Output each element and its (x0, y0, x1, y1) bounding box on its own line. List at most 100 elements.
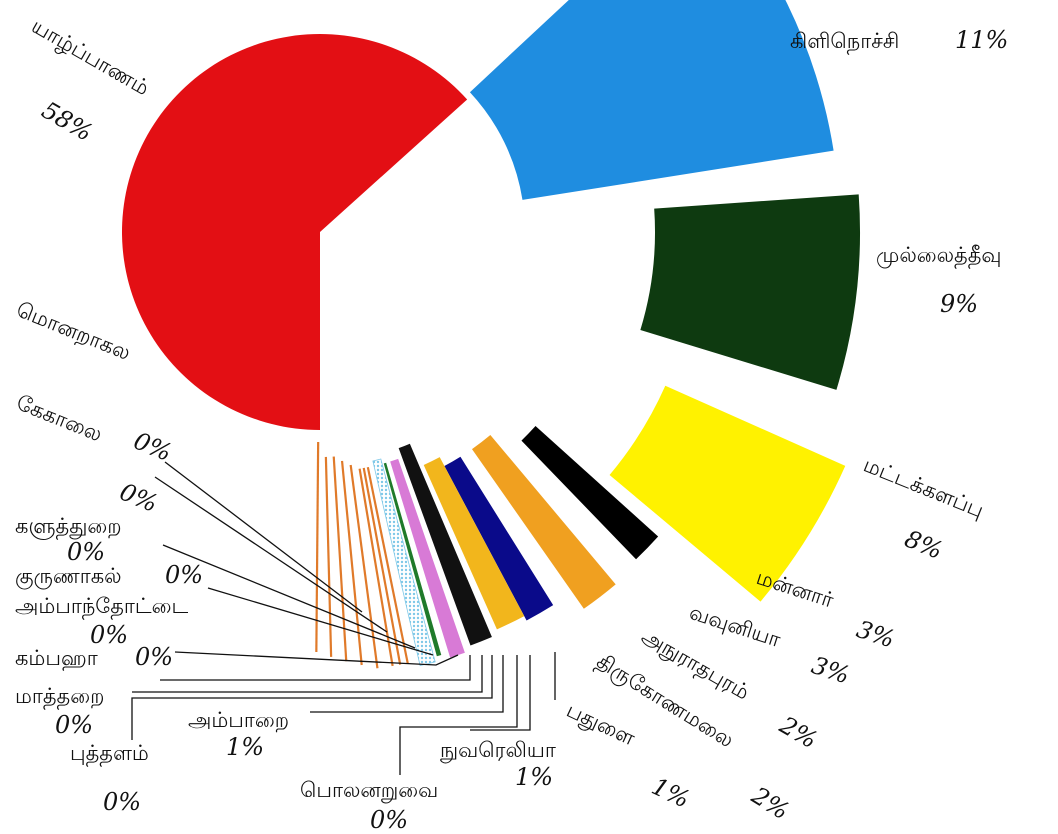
slice-17-percent-label: 0% (165, 561, 203, 589)
slice-8-wedge (423, 457, 525, 630)
slice-12-name-label: அம்பாறை (188, 708, 289, 732)
slice-2-percent-label: 11% (955, 26, 1008, 54)
slice-13-percent-group: 0% (103, 788, 141, 816)
slice-7-wedge (444, 456, 554, 621)
slice-6-wedge (471, 435, 616, 609)
slice-9-wedge (398, 443, 492, 646)
slice-3-percent-label: 9% (940, 290, 978, 318)
slice-6-percent-label: 3% (808, 651, 853, 689)
slice-20-wedge (315, 441, 320, 652)
slice-8-percent-label: 2% (746, 781, 794, 825)
slice-13-wedge (366, 466, 409, 664)
slice-6-name-label: வவுனியா (686, 600, 783, 652)
slice-16-percent-label: 0% (90, 621, 128, 649)
slice-3-label-group: முல்லைத்தீவு (876, 243, 1002, 269)
slice-9-percent-group: 1% (647, 772, 693, 813)
slice-14-leader-line (132, 655, 483, 693)
slice-11-wedge (383, 462, 442, 657)
slice-4-wedge (609, 385, 846, 602)
slice-1-percent-label: 58% (37, 96, 97, 147)
slice-12-leader-line (310, 655, 504, 713)
slice-9-name-label: பதுளை (562, 698, 638, 751)
slice-4-name-label: மட்டக்களப்பு (860, 452, 987, 522)
slice-9-percent-label: 1% (647, 772, 693, 813)
slice-20-name-label: மொனறாகல (13, 297, 134, 364)
slice-4-percent-label: 8% (901, 525, 947, 565)
slice-11-percent-group: 0% (370, 806, 408, 834)
slice-17-percent-group: 0% (165, 561, 203, 589)
slice-15-percent-group: 0% (135, 643, 173, 671)
slice-10-percent-label: 1% (515, 763, 553, 791)
slice-3-percent-group: 9% (940, 290, 978, 318)
slice-18-name-label: களுத்துறை (15, 514, 122, 540)
slice-2-name-label: கிளிநொச்சி (790, 29, 899, 55)
slice-14-label-group: மாத்தறை (15, 684, 104, 710)
slice-17-label-group: குருணாகல் (15, 564, 122, 589)
slice-4-label-group: மட்டக்களப்பு (860, 452, 987, 522)
slice-4-percent-group: 8% (901, 525, 947, 565)
slice-20-percent-label: 0% (130, 427, 176, 467)
slice-13-label-group: புத்தளம் (70, 741, 149, 767)
slice-19-name-label: கேகாலை (13, 390, 105, 446)
slice-2-percent-group: 11% (955, 26, 1008, 54)
slice-11-percent-label: 0% (370, 806, 408, 834)
slice-17-leader-line (207, 587, 434, 656)
slice-15-label-group: கம்பஹா (15, 646, 98, 671)
slice-6-percent-group: 3% (808, 651, 853, 689)
slice-1-label-group: யாழ்ப்பாணம் (27, 14, 154, 102)
slice-18-leader-line (162, 544, 416, 649)
slice-5-percent-label: 3% (853, 615, 898, 653)
slice-20-label-group: மொனறாகல (13, 297, 134, 364)
slice-6-label-group: வவுனியா (686, 600, 783, 652)
slice-20-percent-group: 0% (130, 427, 176, 467)
slice-13-leader-line (131, 655, 493, 740)
slice-13-percent-label: 0% (103, 788, 141, 816)
slice-9-label-group: பதுளை (562, 698, 638, 751)
slice-16-label-group: அம்பாந்தோட்டை (15, 594, 188, 620)
slice-17-wedge (340, 460, 363, 666)
slice-16-percent-group: 0% (90, 621, 128, 649)
slice-2-wedge (469, 0, 834, 200)
slice-10-wedge (390, 458, 465, 658)
slices-layer (121, 0, 860, 669)
slice-14-wedge (362, 467, 402, 665)
slice-12-percent-group: 1% (226, 733, 264, 761)
slice-1-name-label: யாழ்ப்பாணம் (27, 14, 154, 102)
slice-20-leader-line (164, 461, 363, 613)
slice-15-percent-label: 0% (135, 643, 173, 671)
slice-16-name-label: அம்பாந்தோட்டை (15, 594, 188, 620)
slice-19-label-group: கேகாலை (13, 390, 105, 446)
slice-18-label-group: களுத்துறை (15, 514, 122, 540)
slice-3-wedge (640, 194, 860, 390)
leaders-layer (131, 461, 556, 775)
slice-19-percent-group: 0% (116, 478, 162, 518)
slice-14-percent-group: 0% (55, 711, 93, 739)
slice-10-leader-line (470, 655, 531, 731)
slice-19-leader-line (154, 476, 388, 633)
slice-11-name-label: பொலனறுவை (300, 778, 438, 803)
slice-10-percent-group: 1% (515, 763, 553, 791)
slice-18-percent-label: 0% (67, 538, 105, 566)
slice-12-label-group: அம்பாறை (188, 708, 289, 732)
slice-11-label-group: பொலனறுவை (300, 778, 438, 803)
slice-16-leader-line (174, 651, 459, 666)
slice-8-percent-group: 2% (746, 781, 794, 825)
slice-19-percent-label: 0% (116, 478, 162, 518)
slice-15-leader-line (160, 655, 471, 681)
slice-1-percent-group: 58% (37, 96, 97, 147)
slice-7-percent-group: 2% (774, 710, 822, 754)
slice-11-leader-line (399, 655, 518, 775)
slice-5-name-label: மன்னார் (753, 565, 836, 612)
slice-14-percent-label: 0% (55, 711, 93, 739)
slice-15-wedge (358, 468, 394, 667)
slice-7-percent-label: 2% (774, 710, 822, 754)
slice-17-name-label: குருணாகல் (15, 564, 122, 589)
slice-3-name-label: முல்லைத்தீவு (876, 243, 1002, 269)
slice-5-percent-group: 3% (853, 615, 898, 653)
slice-19-wedge (324, 456, 333, 657)
slice-15-name-label: கம்பஹா (15, 646, 98, 671)
slice-16-wedge (349, 464, 379, 669)
slice-2-label-group: கிளிநொச்சி (790, 29, 899, 55)
